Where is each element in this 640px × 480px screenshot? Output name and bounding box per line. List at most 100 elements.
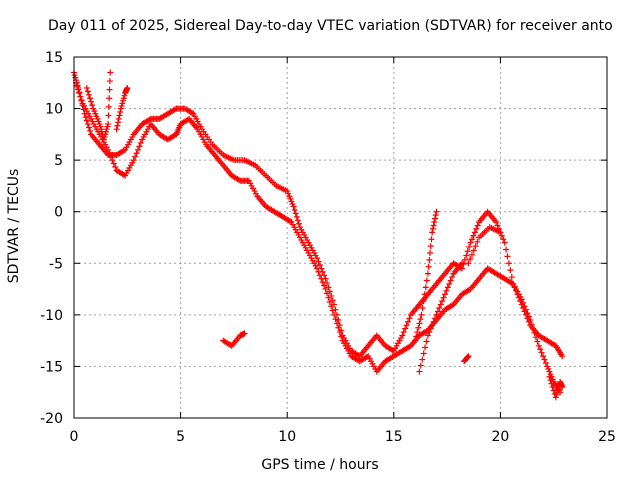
y-tick-label: 15: [45, 50, 63, 66]
data-point: [293, 213, 300, 220]
series-track-h: [465, 224, 504, 267]
data-point: [501, 239, 508, 246]
data-point: [443, 287, 450, 294]
data-point: [314, 255, 321, 262]
data-point: [315, 258, 322, 265]
data-point: [474, 222, 481, 229]
data-point: [328, 303, 335, 310]
data-point: [537, 346, 544, 353]
data-point: [335, 317, 342, 324]
x-tick-label: 0: [70, 429, 79, 445]
data-point: [105, 112, 112, 119]
data-point: [322, 286, 329, 293]
data-point: [426, 256, 433, 263]
data-point: [319, 279, 326, 286]
series-track-e: [412, 208, 440, 344]
data-point: [333, 320, 340, 327]
data-point: [114, 122, 121, 129]
y-tick-label: -5: [49, 256, 63, 272]
plot-frame: [73, 56, 608, 419]
data-point: [106, 86, 113, 93]
data-point: [335, 324, 342, 331]
data-point: [420, 350, 427, 357]
data-point: [434, 308, 441, 315]
data-point: [500, 236, 507, 243]
data-point: [540, 353, 547, 360]
data-point: [107, 69, 114, 76]
data-point: [105, 103, 112, 110]
data-point: [85, 91, 92, 98]
data-point: [107, 153, 114, 160]
data-point: [417, 316, 424, 323]
axis-ticks: 0 5 10 15 20 25 -20 -15 -10 -5 0 5 10 15: [40, 50, 616, 445]
data-point: [105, 146, 112, 153]
data-point: [314, 265, 321, 272]
series-track-j: [461, 353, 472, 365]
data-point: [538, 349, 545, 356]
data-point: [315, 268, 322, 275]
data-point: [416, 368, 423, 375]
series-track-a: [71, 69, 566, 360]
data-point: [329, 307, 336, 314]
data-point: [429, 225, 436, 232]
data-point: [412, 337, 419, 344]
y-axis-label: SDTVAR / TECUs: [6, 168, 22, 284]
data-point: [134, 146, 141, 153]
data-point: [527, 317, 534, 324]
data-point: [82, 114, 89, 121]
data-point: [427, 249, 434, 256]
data-point: [532, 334, 539, 341]
data-point: [89, 102, 96, 109]
data-point: [524, 310, 531, 317]
data-point: [427, 325, 434, 332]
data-point: [419, 356, 426, 363]
data-point: [413, 333, 420, 340]
data-point: [520, 299, 527, 306]
y-tick-label: -15: [40, 359, 63, 375]
series-track-i: [546, 373, 566, 401]
data-point: [422, 284, 429, 291]
data-point: [132, 153, 139, 160]
data-point: [494, 222, 501, 229]
data-point: [115, 119, 122, 126]
data-point: [290, 203, 297, 210]
series-track-b: [73, 79, 564, 396]
series-track-c: [83, 69, 114, 143]
data-point: [116, 112, 123, 119]
data-point: [88, 98, 95, 105]
data-point: [115, 115, 122, 122]
data-point: [424, 332, 431, 339]
data-point: [83, 84, 90, 91]
data-point: [136, 143, 143, 150]
data-point: [473, 225, 480, 232]
data-point: [549, 384, 556, 391]
data-point: [498, 232, 505, 239]
data-point: [522, 306, 529, 313]
data-point: [78, 96, 85, 103]
data-point: [471, 229, 478, 236]
data-point: [130, 157, 137, 164]
data-point: [110, 160, 117, 167]
data-point: [84, 121, 91, 128]
data-point: [446, 280, 453, 287]
data-point: [106, 78, 113, 85]
data-point: [430, 318, 437, 325]
data-point: [405, 318, 412, 325]
data-point: [505, 260, 512, 267]
data-point: [332, 316, 339, 323]
data-point: [113, 126, 120, 133]
data-point: [531, 329, 538, 336]
data-point: [463, 252, 470, 259]
data-point: [550, 387, 557, 394]
data-point: [548, 380, 555, 387]
data-point: [85, 124, 92, 131]
data-point: [470, 247, 477, 254]
data-point: [326, 298, 333, 305]
data-point: [419, 304, 426, 311]
x-tick-label: 20: [491, 429, 509, 445]
data-point: [338, 333, 345, 340]
data-point: [133, 150, 140, 157]
data-point: [415, 324, 422, 331]
data-point: [444, 284, 451, 291]
